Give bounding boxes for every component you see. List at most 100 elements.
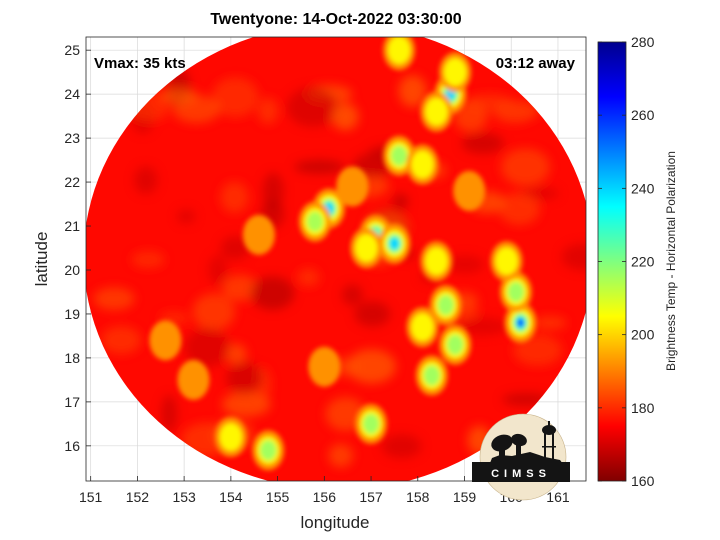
texture-patch <box>184 327 230 368</box>
texture-patch <box>212 77 259 118</box>
swath-texture <box>93 67 586 468</box>
convective-cell <box>429 285 462 326</box>
texture-patch <box>466 93 513 112</box>
y-tick-label: 18 <box>64 350 80 366</box>
convective-cell <box>499 271 532 312</box>
convective-cell <box>350 228 383 269</box>
convective-cell <box>406 144 439 185</box>
y-tick-label: 19 <box>64 306 80 322</box>
colorbar-tick-label: 280 <box>631 34 655 50</box>
texture-patch <box>176 209 196 224</box>
x-tick-label: 159 <box>453 489 477 505</box>
texture-patch <box>498 192 541 226</box>
convective-cell <box>420 91 453 132</box>
x-tick-label: 151 <box>79 489 103 505</box>
colorbar-tick-label: 240 <box>631 180 655 196</box>
texture-patch <box>262 172 284 211</box>
convective-cell <box>504 302 537 343</box>
texture-patch <box>93 287 135 311</box>
texture-patch <box>131 250 165 269</box>
colorbar-tick-label: 160 <box>631 473 655 489</box>
texture-patch <box>134 166 158 195</box>
x-tick-label: 152 <box>126 489 150 505</box>
texture-patch <box>225 343 247 365</box>
y-tick-label: 22 <box>64 174 80 190</box>
convective-cell <box>383 37 416 71</box>
convective-cell <box>336 166 369 207</box>
texture-patch <box>461 132 504 154</box>
texture-patch <box>354 301 391 327</box>
texture-patch <box>561 243 586 271</box>
convective-cell <box>252 430 285 471</box>
colorbar-tick-label: 220 <box>631 254 655 270</box>
convective-cell <box>378 223 411 264</box>
convective-cell <box>298 201 331 242</box>
colorbar-label: Brightness Temp - Horizontal Polarizatio… <box>664 151 678 371</box>
convective-cell <box>149 320 182 361</box>
convective-cell <box>308 346 341 387</box>
texture-patch <box>455 317 508 336</box>
texture-patch <box>398 74 427 107</box>
convective-cell <box>242 214 275 255</box>
x-tick-label: 157 <box>359 489 383 505</box>
convective-cell <box>439 324 472 365</box>
texture-patch <box>161 394 178 433</box>
texture-patch <box>222 274 259 302</box>
texture-patch <box>257 97 279 125</box>
convective-cell <box>214 417 247 458</box>
texture-patch <box>172 95 221 124</box>
y-tick-label: 17 <box>64 394 80 410</box>
figure-title: Twentyone: 14-Oct-2022 03:30:00 <box>210 11 462 28</box>
texture-patch <box>220 236 250 260</box>
texture-patch <box>392 193 409 210</box>
vmax-annotation: Vmax: 35 kts <box>94 55 186 72</box>
colorbar: 160 180 200 220 240 260 280 Brightness Temp - … <box>597 34 678 489</box>
axes-frame <box>85 36 587 482</box>
convective-cell <box>415 355 448 396</box>
convective-cell <box>420 241 453 282</box>
convective-cell <box>490 241 523 282</box>
texture-patch <box>226 362 263 395</box>
texture-patch <box>341 284 363 306</box>
x-tick-label: 153 <box>172 489 196 505</box>
convective-cells <box>149 37 537 471</box>
convective-cell <box>355 403 388 444</box>
x-axis-label: longitude <box>300 513 369 532</box>
convective-cell <box>177 359 210 400</box>
convective-cell <box>453 170 486 211</box>
logo-silhouette-icon <box>472 421 570 482</box>
cimss-logo: CIMSS <box>472 413 570 501</box>
convective-cell <box>406 307 439 348</box>
convective-cell <box>439 52 472 93</box>
texture-patch <box>381 434 422 459</box>
time-away-annotation: 03:12 away <box>496 55 576 72</box>
y-tick-label: 25 <box>64 42 80 58</box>
colorbar-tick-label: 200 <box>631 327 655 343</box>
texture-patch <box>328 443 354 468</box>
y-axis-ticks: 16 17 18 19 20 21 22 23 24 25 <box>64 42 91 454</box>
x-tick-label: 155 <box>266 489 290 505</box>
colorbar-tick-label: 180 <box>631 400 655 416</box>
texture-patch <box>220 181 249 213</box>
texture-patch <box>331 103 359 131</box>
convective-cell <box>383 135 416 176</box>
x-tick-label: 161 <box>546 489 570 505</box>
texture-patch <box>294 160 345 174</box>
y-tick-label: 21 <box>64 218 80 234</box>
y-tick-label: 24 <box>64 86 80 102</box>
texture-patch <box>297 268 320 287</box>
texture-patch <box>192 293 235 331</box>
logo-text: CIMSS <box>491 468 551 480</box>
colorbar-gradient <box>597 41 627 482</box>
texture-patch <box>513 334 563 366</box>
texture-patch <box>286 87 339 128</box>
texture-patch <box>532 316 567 330</box>
x-tick-label: 154 <box>219 489 243 505</box>
texture-patch <box>250 276 295 310</box>
y-tick-label: 16 <box>64 438 80 454</box>
y-tick-label: 20 <box>64 262 80 278</box>
texture-patch <box>346 349 396 384</box>
y-tick-label: 23 <box>64 130 80 146</box>
